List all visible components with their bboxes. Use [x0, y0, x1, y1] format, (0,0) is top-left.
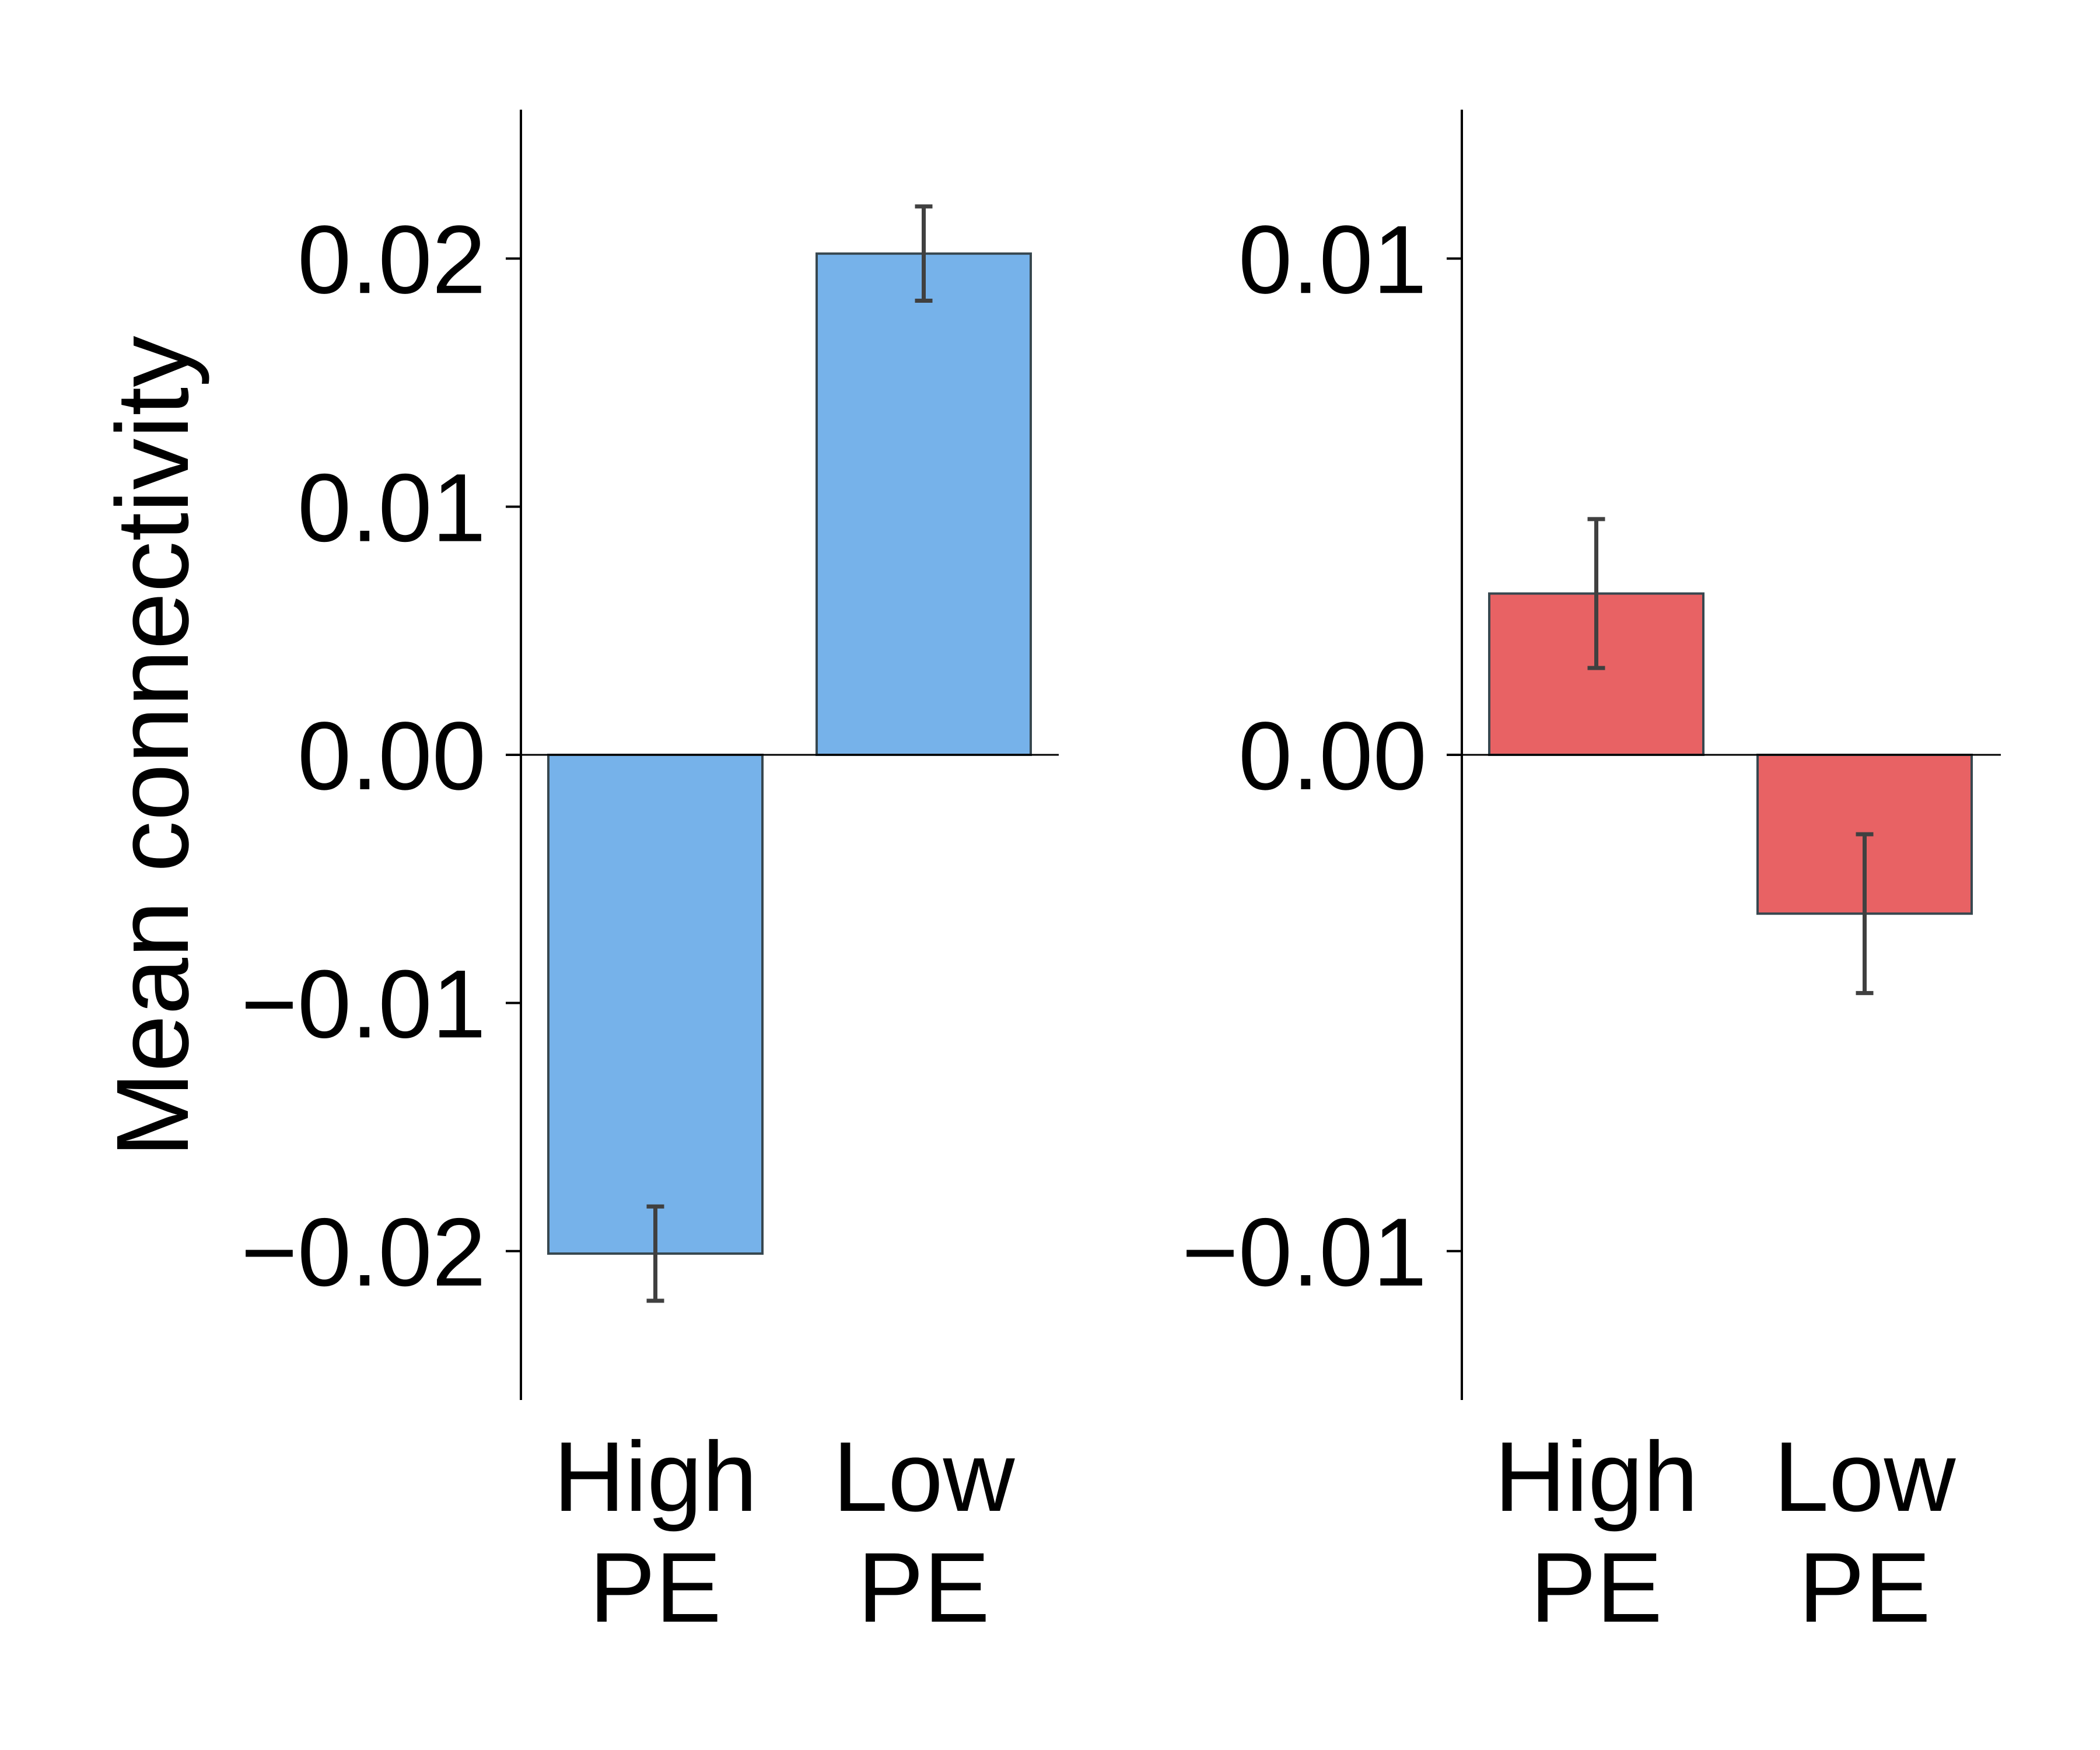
y-tick-label-left-3: 0.01 — [298, 454, 486, 562]
category-label-right-1: Low PE — [1774, 1422, 1957, 1643]
category-label-right-0: High PE — [1494, 1422, 1699, 1643]
y-tick-label-right-2: 0.01 — [1238, 206, 1427, 314]
category-label-left-0: High PE — [554, 1422, 758, 1643]
y-tick-label-left-2: 0.00 — [298, 702, 486, 810]
y-tick-label-right-0: −0.01 — [1182, 1199, 1427, 1307]
bar-left-1 — [816, 252, 1032, 756]
y-tick-label-left-4: 0.02 — [298, 206, 486, 314]
category-label-left-1: Low PE — [833, 1422, 1016, 1643]
y-tick-label-left-0: −0.02 — [241, 1199, 486, 1307]
panel-right: High PE Low PE −0.01 0.00 0.01 — [1182, 110, 2001, 1643]
y-tick-label-right-1: 0.00 — [1238, 702, 1427, 810]
y-axis-title: Mean connectivity — [96, 336, 210, 1158]
panel-left: High PE Low PE −0.02 −0.01 0.00 0.01 0.02 — [241, 110, 1059, 1643]
y-tick-label-left-1: −0.01 — [241, 950, 486, 1058]
bar-left-0 — [547, 754, 764, 1255]
